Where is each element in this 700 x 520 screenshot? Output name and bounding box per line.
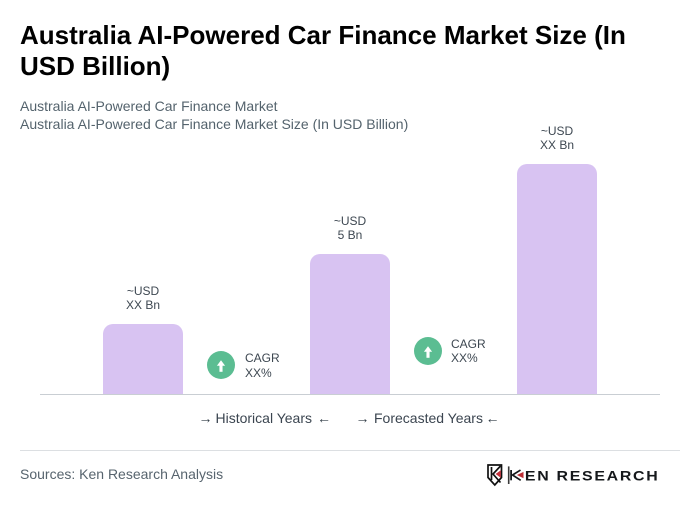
svg-text:EN RESEARCH: EN RESEARCH bbox=[525, 467, 659, 483]
